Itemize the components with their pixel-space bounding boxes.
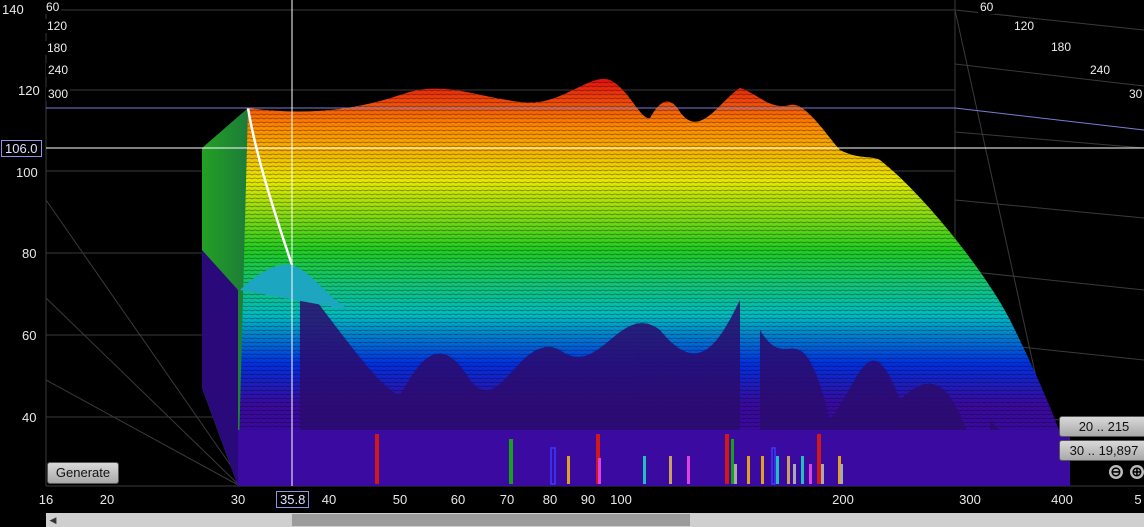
harmonic-markers [375,434,843,485]
frame-lines [46,107,1144,131]
x-tick-label: 70 [499,492,515,507]
time-tick-label: 60 [978,0,996,14]
x-tick-label: 100 [610,492,632,507]
range-button-short[interactable]: 20 .. 215 [1059,416,1144,437]
x-tick-label: 40 [321,492,337,507]
time-tick-label: 180 [45,41,70,55]
horizontal-scrollbar[interactable]: ◀ [46,513,1144,527]
cursor-level-readout[interactable]: 106.0 [1,140,42,157]
scrollbar-thumb[interactable] [292,514,690,526]
time-tick-label: 120 [1012,19,1037,33]
surface-floor [238,430,1070,486]
x-tick-label: 30 [230,492,246,507]
x-tick-label: 80 [542,492,558,507]
y-tick-label: 60 [22,328,37,343]
zoom-in-icon[interactable]: ⊕ [1130,464,1144,479]
x-tick-label: 50 [392,492,408,507]
x-tick-label: 60 [450,492,466,507]
x-tick-label: 20 [99,492,115,507]
x-tick-label: 90 [580,492,596,507]
scroll-left-arrow-icon[interactable]: ◀ [49,515,57,525]
x-tick-label: 200 [832,492,854,507]
x-tick-label: 400 [1051,492,1073,507]
zoom-out-icon[interactable]: ⊖ [1109,464,1123,479]
x-tick-label: 300 [959,492,981,507]
y-tick-label: 120 [18,83,40,98]
y-tick-label: 100 [16,165,38,180]
time-tick-label: 300 [46,87,71,101]
time-tick-label: 240 [46,63,71,77]
y-tick-label: 80 [22,246,37,261]
time-tick-label: 30 [1127,87,1144,101]
cursor-frequency-readout[interactable]: 35.8 [276,491,310,508]
time-tick-label: 180 [1049,40,1074,54]
x-tick-label: 5 [1134,492,1142,507]
x-tick-label: 16 [38,492,54,507]
front-slice-trace [246,107,294,266]
generate-button[interactable]: Generate [47,462,119,484]
time-tick-label: 240 [1088,63,1113,77]
time-tick-label: 60 [44,0,62,14]
range-button-full[interactable]: 30 .. 19,897 [1059,440,1144,461]
time-tick-label: 120 [45,19,70,33]
y-tick-label: 140 [2,2,24,17]
y-tick-label: 40 [22,410,37,425]
